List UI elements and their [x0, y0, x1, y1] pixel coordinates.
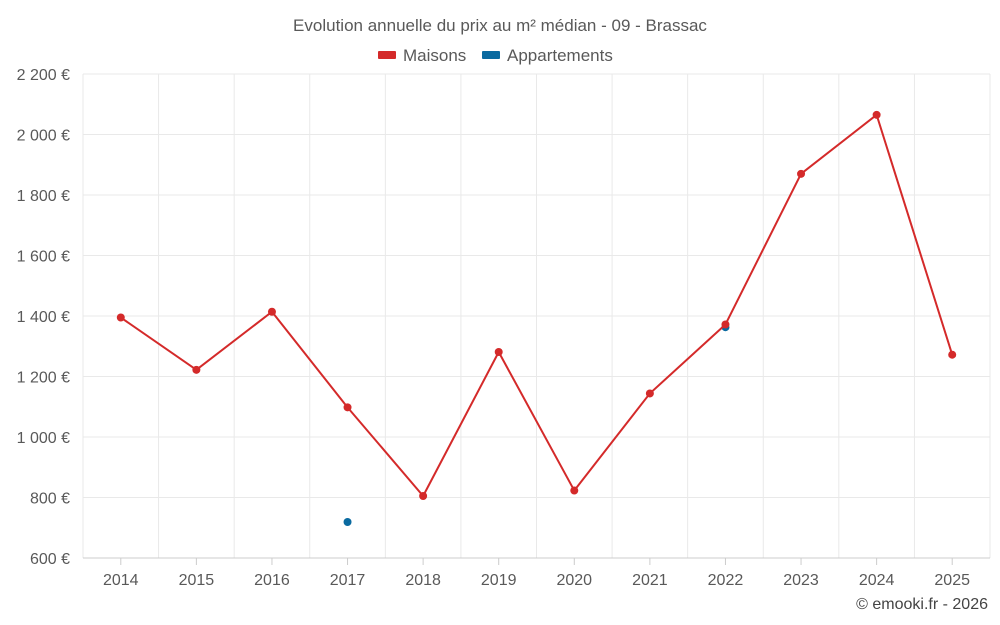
y-tick-label: 1 600 €: [17, 249, 70, 266]
data-point-maisons-2015[interactable]: [192, 365, 201, 374]
legend-item-appartements[interactable]: Appartements: [482, 46, 613, 65]
data-point-maisons-2017[interactable]: [343, 403, 352, 412]
y-tick-label: 1 800 €: [17, 188, 70, 205]
x-tick-label: 2015: [179, 572, 215, 589]
y-tick-label: 1 200 €: [17, 370, 70, 387]
data-point-maisons-2025[interactable]: [948, 350, 957, 359]
x-tick-label: 2022: [708, 572, 744, 589]
x-tick-label: 2019: [481, 572, 517, 589]
data-point-maisons-2021[interactable]: [645, 389, 654, 398]
chart-title: Evolution annuelle du prix au m² médian …: [293, 16, 707, 35]
x-tick-label: 2024: [859, 572, 895, 589]
data-point-appartements-2017[interactable]: [343, 518, 352, 527]
x-axis: 2014 2015 2016 2017 2018 2019 2020 2021 2022 2023…: [83, 557, 990, 589]
x-tick-label: 2020: [556, 572, 592, 589]
data-point-maisons-2024[interactable]: [872, 110, 881, 119]
credit: © emooki.fr - 2026: [856, 596, 988, 613]
x-tick-label: 2016: [254, 572, 290, 589]
y-tick-label: 1 000 €: [17, 430, 70, 447]
y-tick-label: 1 400 €: [17, 309, 70, 326]
x-tick-label: 2014: [103, 572, 139, 589]
legend-item-maisons[interactable]: Maisons: [378, 46, 466, 65]
data-point-maisons-2022[interactable]: [721, 320, 730, 329]
y-tick-label: 800 €: [30, 491, 70, 508]
legend-swatch-maisons: [378, 51, 396, 59]
y-tick-label: 2 200 €: [17, 67, 70, 84]
x-tick-label: 2018: [405, 572, 441, 589]
data-point-maisons-2018[interactable]: [419, 491, 428, 500]
data-point-maisons-2023[interactable]: [797, 169, 806, 178]
legend-swatch-appartements: [482, 51, 500, 59]
series-line-maisons: [120, 113, 954, 497]
series: [116, 110, 957, 527]
x-tick-label: 2021: [632, 572, 668, 589]
y-axis: 600 € 800 € 1 000 € 1 200 € 1 400 € 1 600 € 1 …: [17, 67, 70, 568]
data-point-maisons-2020[interactable]: [570, 486, 579, 495]
grid: [82, 73, 991, 558]
data-point-maisons-2014[interactable]: [116, 313, 125, 322]
legend: Maisons Appartements: [378, 46, 613, 65]
data-point-maisons-2019[interactable]: [494, 347, 503, 356]
y-tick-label: 600 €: [30, 551, 70, 568]
data-point-maisons-2016[interactable]: [267, 307, 276, 316]
legend-label-maisons: Maisons: [403, 46, 466, 65]
x-tick-label: 2025: [934, 572, 970, 589]
y-tick-label: 2 000 €: [17, 128, 70, 145]
legend-label-appartements: Appartements: [507, 46, 613, 65]
x-tick-label: 2017: [330, 572, 366, 589]
x-tick-label: 2023: [783, 572, 819, 589]
